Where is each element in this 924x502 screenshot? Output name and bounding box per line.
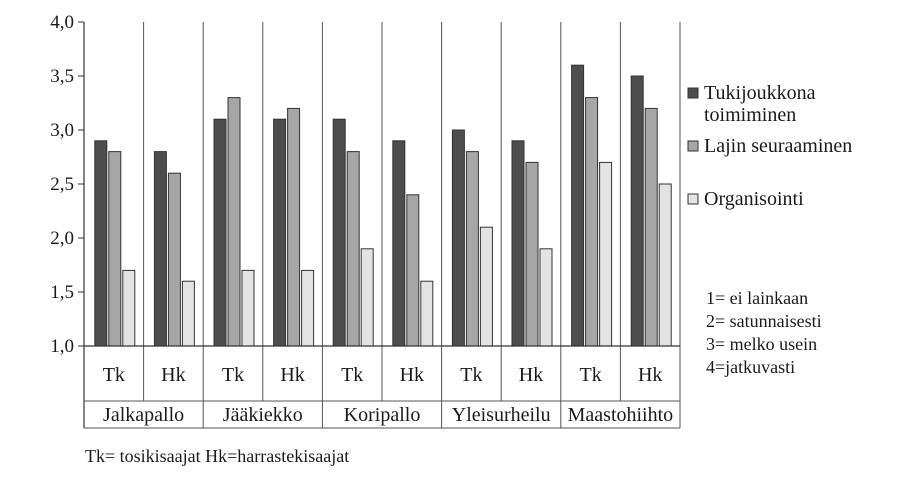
bar xyxy=(167,172,181,347)
bar xyxy=(479,226,493,347)
x-sub-label: Tk xyxy=(103,364,125,386)
plot-grid xyxy=(143,22,681,428)
bar xyxy=(420,280,434,347)
bar xyxy=(511,140,525,347)
bar xyxy=(406,194,420,347)
legend-swatch xyxy=(687,140,699,152)
bar xyxy=(599,161,613,347)
y-tick-label: 3,0 xyxy=(50,120,74,141)
y-tick-label: 3,5 xyxy=(50,66,74,87)
y-tick-label: 1,0 xyxy=(50,336,74,357)
legend-swatch xyxy=(687,193,699,205)
scale-note-line: 1= ei lainkaan xyxy=(706,288,808,308)
bar xyxy=(525,161,539,347)
x-sub-label: Hk xyxy=(519,364,543,386)
bar xyxy=(241,269,255,347)
x-sub-label: Hk xyxy=(638,364,662,386)
bar xyxy=(94,140,108,347)
scale-note-line: 2= satunnaisesti xyxy=(706,311,822,331)
bar xyxy=(539,248,553,347)
x-sub-label: Hk xyxy=(161,364,185,386)
bar xyxy=(630,75,644,347)
scale-note-line: 3= melko usein xyxy=(706,334,817,354)
bar xyxy=(332,118,346,347)
x-group-label: Yleisurheilu xyxy=(452,404,551,426)
bar xyxy=(108,151,122,347)
x-sub-label: Tk xyxy=(579,364,601,386)
bar xyxy=(181,280,195,347)
x-sub-label: Tk xyxy=(460,364,482,386)
bar xyxy=(213,118,227,347)
x-sub-label: Tk xyxy=(222,364,244,386)
footnote: Tk= tosikisaajat Hk=harrastekisaajat xyxy=(85,446,349,466)
y-tick-label: 1,5 xyxy=(50,282,74,303)
y-axis-ticks: 1,0 1,5 2,0 2,5 3,0 3,5 4,0 xyxy=(50,12,84,357)
x-group-label: Jalkapallo xyxy=(103,404,184,426)
x-sub-label: Hk xyxy=(280,364,304,386)
y-tick-label: 2,0 xyxy=(50,228,74,249)
legend-label: Tukijoukkona xyxy=(704,82,816,104)
x-group-label: Koripallo xyxy=(344,404,421,426)
axes xyxy=(83,22,680,429)
scale-note: 1= ei lainkaan 2= satunnaisesti 3= melko u… xyxy=(706,288,822,377)
x-sub-label: Tk xyxy=(341,364,363,386)
x-group-label: Jääkiekko xyxy=(223,404,303,426)
bar xyxy=(287,107,301,347)
bar xyxy=(122,269,136,347)
bars xyxy=(94,64,672,347)
bar xyxy=(658,183,672,347)
x-axis-labels: Tk Hk Tk Hk Tk Hk Tk Hk Tk Hk Jalkapallo Jääkiekko K… xyxy=(103,364,673,426)
bar xyxy=(153,151,167,347)
legend-label: Lajin seuraaminen xyxy=(704,135,852,157)
y-tick-label: 2,5 xyxy=(50,174,74,195)
bar xyxy=(585,97,599,347)
bar xyxy=(360,248,374,347)
bar xyxy=(273,118,287,347)
bar xyxy=(571,64,585,347)
bar xyxy=(301,269,315,347)
bar xyxy=(465,151,479,347)
bar xyxy=(227,97,241,347)
legend-label: Organisointi xyxy=(704,188,804,210)
legend-swatch xyxy=(687,87,699,99)
bar xyxy=(451,129,465,347)
legend-label: toimiminen xyxy=(704,104,796,126)
bar xyxy=(392,140,406,347)
x-group-label: Maastohiihto xyxy=(568,404,674,426)
y-tick-label: 4,0 xyxy=(50,12,74,33)
bar xyxy=(644,107,658,347)
bar xyxy=(346,151,360,347)
scale-note-line: 4=jatkuvasti xyxy=(706,357,795,377)
x-sub-label: Hk xyxy=(400,364,424,386)
